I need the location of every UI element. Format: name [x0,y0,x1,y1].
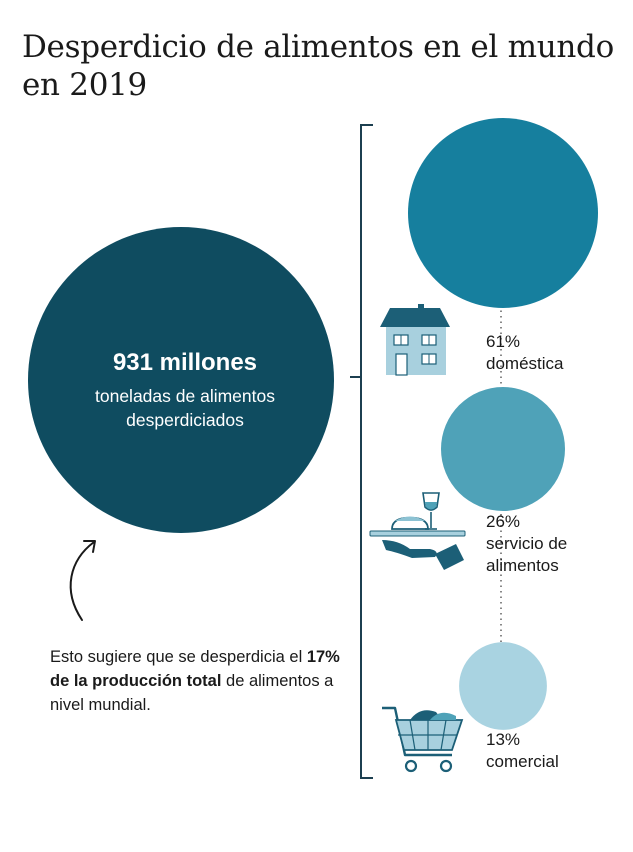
bubble-servicio-de-alimentos [441,387,565,511]
bubble-domestica [408,118,598,308]
total-bubble [28,227,334,533]
total-label: toneladas de alimentos desperdiciados [95,386,275,430]
shopping-cart-icon [382,706,464,773]
chart-title: Desperdicio de alimentos en el mundo en … [22,29,614,103]
label-servicio-name-line2: alimentos [486,556,559,575]
label-comercial: 13% comercial [486,729,559,773]
note-text-start: Esto sugiere que se desperdicia el [50,648,307,666]
note-text-bold: 17% de la producción total [50,648,340,690]
total-value: 931 millones [112,349,258,376]
bubble-comercial [459,642,547,730]
label-domestica-name: doméstica [486,354,564,373]
label-domestica: 61% doméstica [486,331,563,375]
serving-tray-icon [369,492,466,570]
label-comercial-pct: 13% [486,730,521,749]
label-comercial-name: comercial [486,752,559,771]
label-servicio-name-line1: servicio de [486,534,568,553]
bracket [350,124,373,779]
house-icon [380,304,450,376]
label-servicio: 26% servicio de alimentos [486,511,567,577]
note-text: Esto sugiere que se desperdicia el 17% d… [50,645,350,717]
label-domestica-pct: 61% [486,332,521,351]
curved-arrow-icon [69,540,96,621]
note-text-end: de alimentos a nivel mundial. [50,672,334,714]
label-servicio-pct: 26% [486,512,521,531]
